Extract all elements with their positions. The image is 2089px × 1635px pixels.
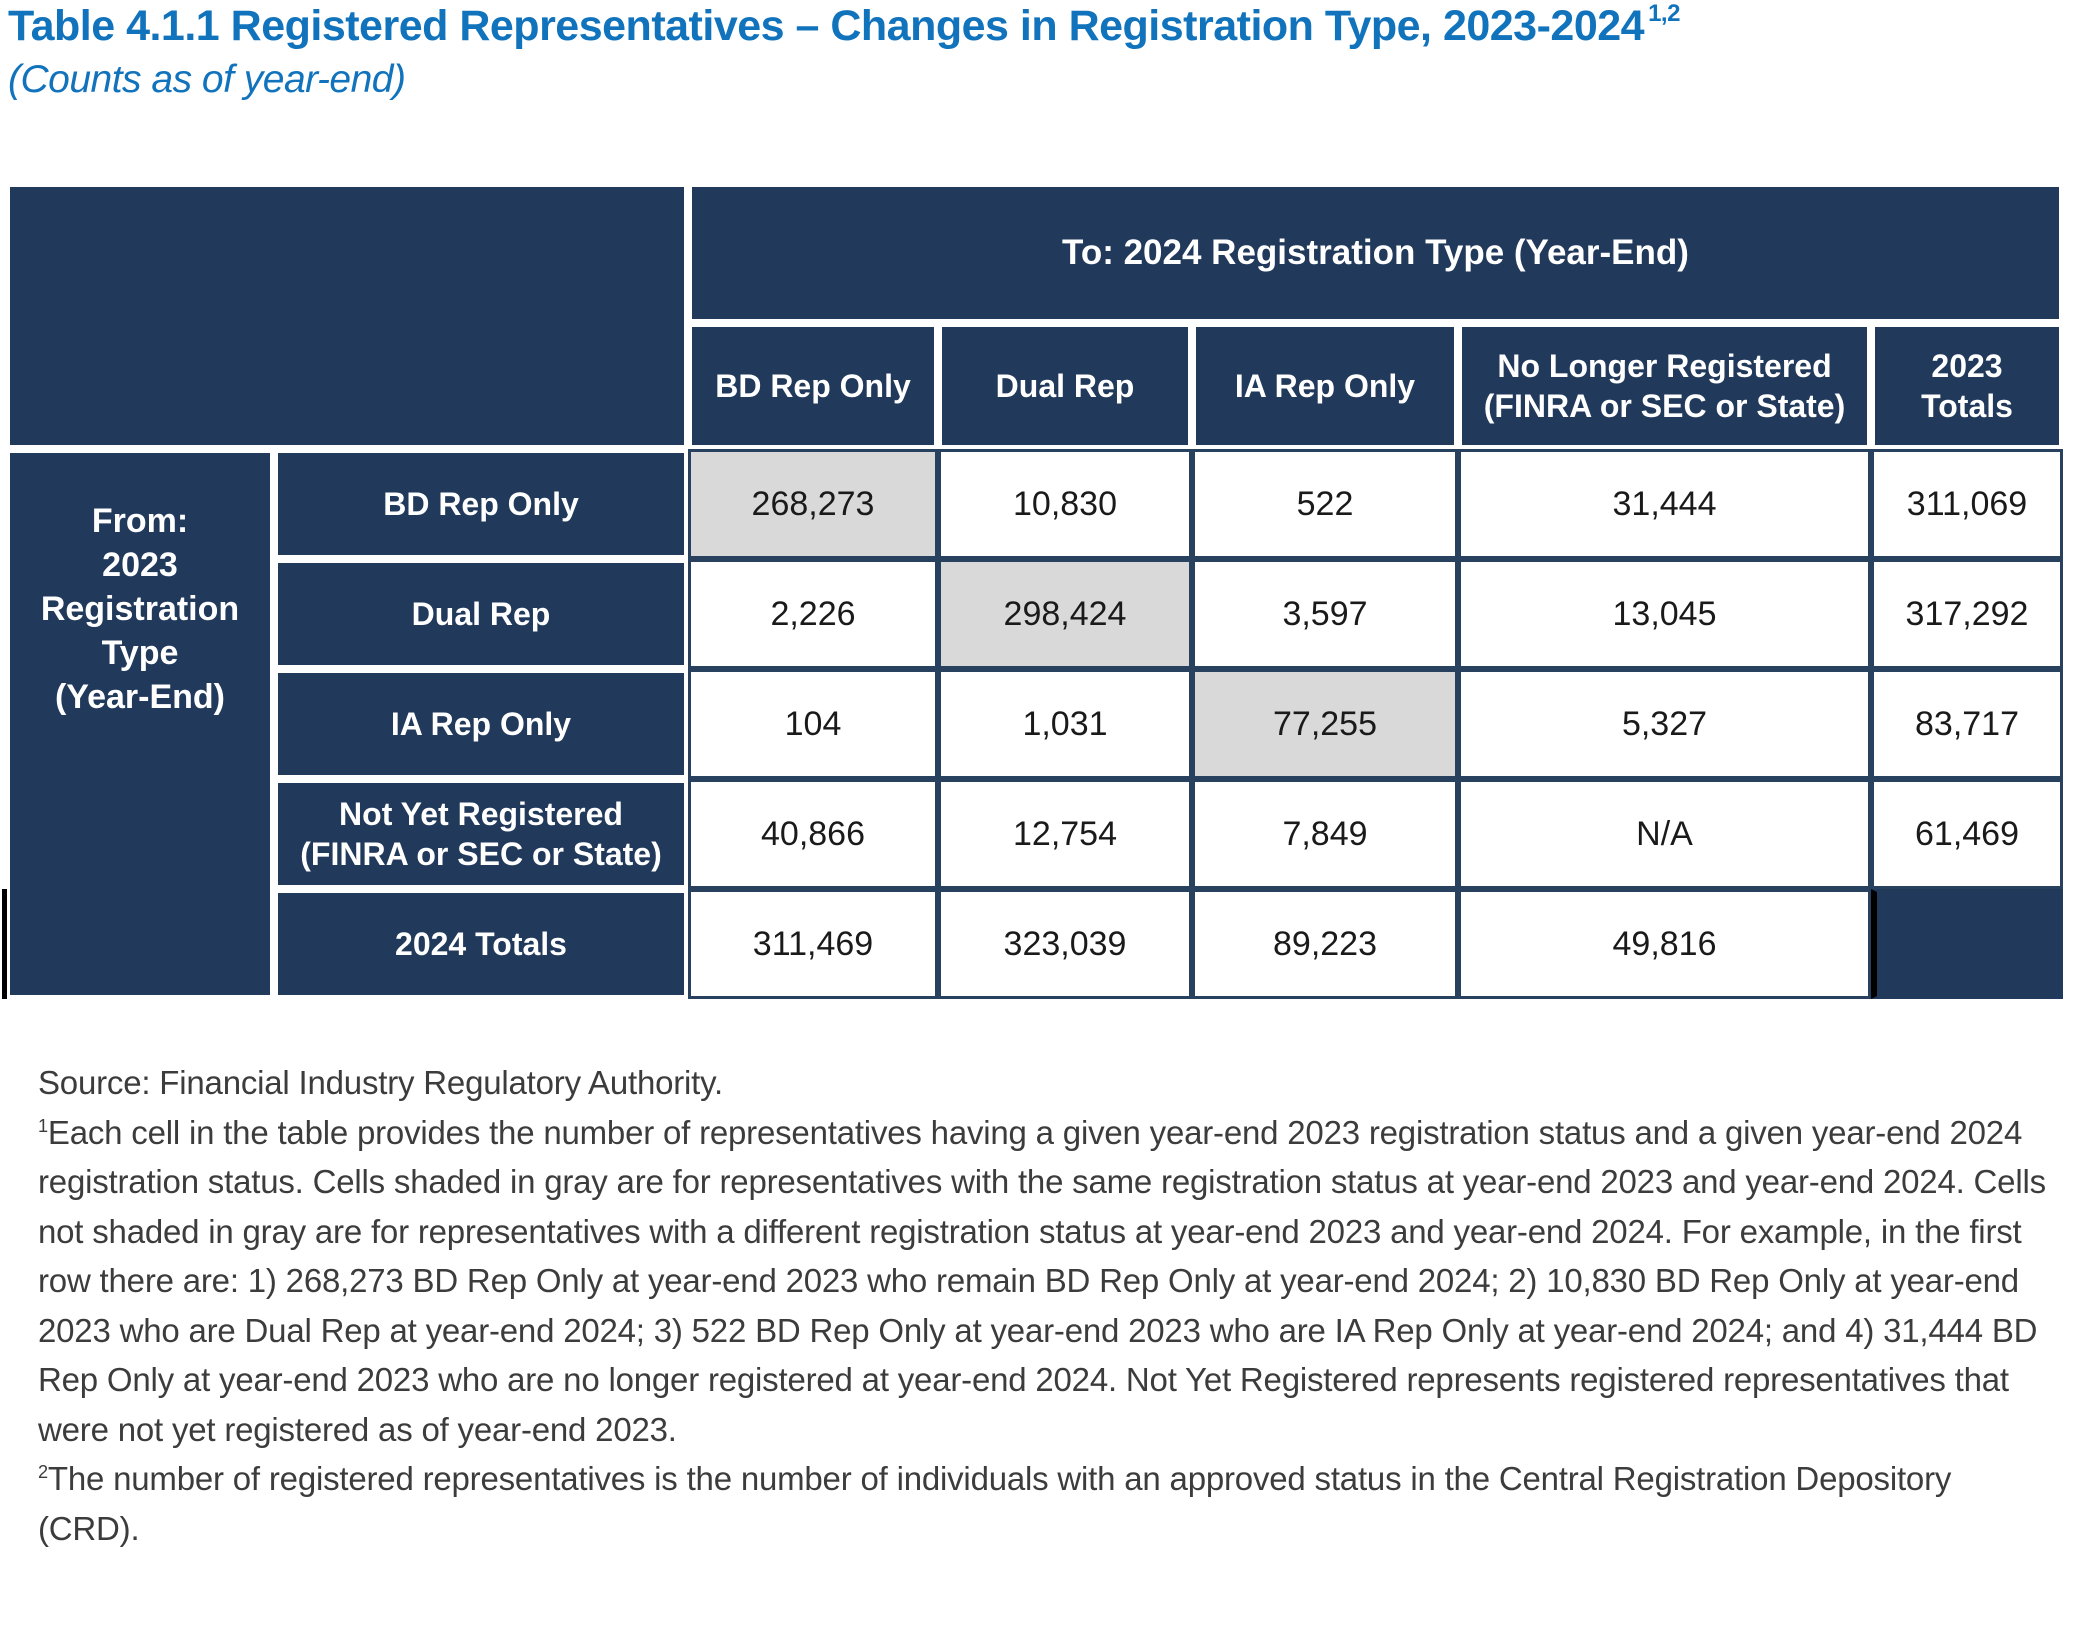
footnote-2-marker: 2 [38,1462,48,1482]
data-cell-row-total: 61,469 [1871,779,2063,889]
data-cell-column-total: 311,469 [688,889,938,999]
data-cell: 298,424 [938,559,1192,669]
left-edge-artifact [2,889,7,999]
row-header-dual-rep: Dual Rep [274,559,688,669]
data-cell-row-total: 317,292 [1871,559,2063,669]
data-cell: 104 [688,669,938,779]
data-cell: 1,031 [938,669,1192,779]
data-cell: 10,830 [938,449,1192,559]
footnote-2-text: The number of registered representatives… [38,1460,1952,1547]
table-title-text: Table 4.1.1 Registered Representatives –… [8,2,1645,50]
row-group-header-from-2023: From: 2023 Registration Type (Year-End) [6,449,274,999]
footnote-1-marker: 1 [38,1115,48,1136]
data-cell-row-total: 83,717 [1871,669,2063,779]
footnote-2: 2The number of registered representative… [38,1454,2060,1553]
footnote-1: 1Each cell in the table provides the num… [38,1108,2060,1455]
notes-section: Source: Financial Industry Regulatory Au… [38,1058,2060,1553]
data-cell: N/A [1458,779,1871,889]
data-cell: 31,444 [1458,449,1871,559]
data-cell: 40,866 [688,779,938,889]
row-header-not-yet-registered: Not Yet Registered (FINRA or SEC or Stat… [274,779,688,889]
data-cell-column-total: 89,223 [1192,889,1458,999]
source-line: Source: Financial Industry Regulatory Au… [38,1064,723,1101]
column-header-dual-rep: Dual Rep [938,323,1192,449]
row-header-ia-rep-only: IA Rep Only [274,669,688,779]
data-cell: 77,255 [1192,669,1458,779]
data-cell: 13,045 [1458,559,1871,669]
data-cell: 7,849 [1192,779,1458,889]
row-header-2024-totals: 2024 Totals [274,889,688,999]
data-cell: 522 [1192,449,1458,559]
data-cell: 2,226 [688,559,938,669]
title-footnote-marker: 1,2 [1648,0,1680,27]
data-cell-column-total: 49,816 [1458,889,1871,999]
table-title: Table 4.1.1 Registered Representatives –… [8,0,1680,51]
data-cell: 3,597 [1192,559,1458,669]
data-cell: 5,327 [1458,669,1871,779]
data-cell-row-total: 311,069 [1871,449,2063,559]
row-header-bd-rep-only: BD Rep Only [274,449,688,559]
data-cell: 12,754 [938,779,1192,889]
table-subtitle: (Counts as of year-end) [8,58,406,101]
column-header-ia-rep-only: IA Rep Only [1192,323,1458,449]
column-header-2023-totals: 2023 Totals [1871,323,2063,449]
data-cell: 268,273 [688,449,938,559]
footnote-1-text: Each cell in the table provides the numb… [38,1113,2046,1448]
column-header-bd-rep-only: BD Rep Only [688,323,938,449]
corner-blank-cell [6,183,688,449]
column-header-no-longer-registered: No Longer Registered (FINRA or SEC or St… [1458,323,1871,449]
data-cell-column-total: 323,039 [938,889,1192,999]
column-group-header-to-2024: To: 2024 Registration Type (Year-End) [688,183,2063,323]
empty-corner-cell [1871,889,2063,999]
registration-change-table: To: 2024 Registration Type (Year-End) BD… [6,183,2063,999]
